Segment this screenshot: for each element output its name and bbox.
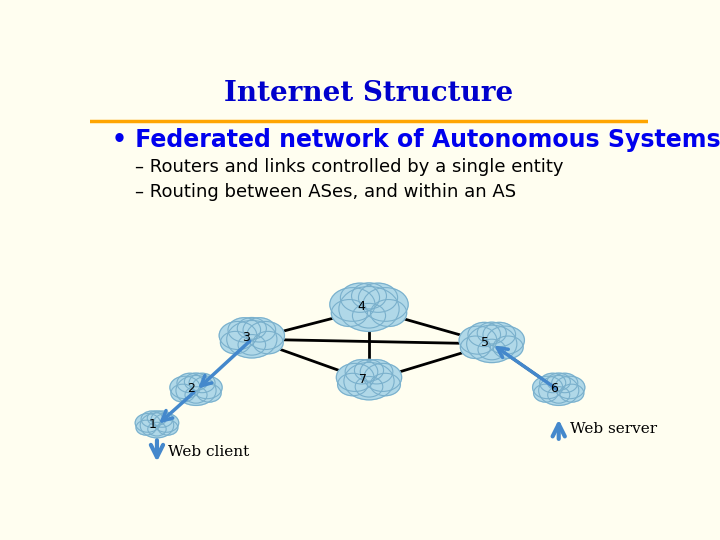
Circle shape [330,288,375,321]
Circle shape [339,287,399,332]
Circle shape [243,318,276,342]
Circle shape [478,339,505,360]
Circle shape [253,332,283,354]
Circle shape [355,376,383,397]
Circle shape [185,387,207,403]
Circle shape [238,335,266,355]
Circle shape [135,414,161,432]
Text: Web client: Web client [168,445,249,459]
Text: • Federated network of Autonomous Systems: • Federated network of Autonomous System… [112,127,720,152]
Circle shape [238,318,266,339]
Circle shape [534,384,558,402]
Circle shape [176,375,216,406]
Circle shape [351,283,387,309]
Circle shape [552,373,578,393]
Circle shape [487,326,524,354]
Circle shape [148,411,166,426]
Circle shape [220,332,251,354]
Circle shape [370,373,400,396]
Circle shape [533,376,563,399]
Circle shape [184,373,207,390]
Circle shape [341,283,379,312]
Text: Internet Structure: Internet Structure [225,80,513,107]
Circle shape [359,283,397,312]
Text: – Routers and links controlled by a single entity: – Routers and links controlled by a sing… [135,158,563,176]
Text: – Routing between ASes, and within an AS: – Routing between ASes, and within an AS [135,183,516,201]
Circle shape [344,362,394,400]
Circle shape [459,326,497,354]
Circle shape [136,420,156,435]
Circle shape [352,303,386,328]
Circle shape [177,373,203,393]
Circle shape [493,336,523,359]
Circle shape [141,411,163,427]
Circle shape [467,325,517,362]
Circle shape [151,411,173,427]
Text: 6: 6 [550,382,557,395]
Circle shape [158,420,178,435]
Circle shape [547,373,570,390]
Circle shape [548,387,570,403]
Circle shape [197,384,221,402]
Circle shape [363,288,408,321]
Text: 4: 4 [358,300,366,313]
Circle shape [477,322,506,344]
Circle shape [336,363,374,392]
Circle shape [170,376,200,399]
Circle shape [228,318,261,342]
Circle shape [171,384,195,402]
Circle shape [338,373,368,396]
Circle shape [189,373,215,393]
Text: 5: 5 [482,335,490,348]
Circle shape [539,373,566,393]
Circle shape [468,322,500,347]
Circle shape [247,321,284,349]
Circle shape [360,360,393,384]
Text: 1: 1 [149,417,157,430]
Circle shape [483,322,516,347]
Circle shape [364,363,402,392]
Text: 7: 7 [359,373,366,386]
Circle shape [148,422,166,436]
Circle shape [539,375,579,406]
Circle shape [153,414,179,432]
Circle shape [331,300,367,327]
Circle shape [192,376,222,399]
Circle shape [371,300,407,327]
Circle shape [460,336,490,359]
Text: Web server: Web server [570,422,657,436]
Circle shape [345,360,378,384]
Circle shape [227,321,277,358]
Circle shape [140,413,174,438]
Circle shape [354,360,384,381]
Text: 3: 3 [242,331,249,344]
Circle shape [559,384,584,402]
Text: 2: 2 [187,382,195,395]
Circle shape [554,376,585,399]
Circle shape [219,321,257,349]
